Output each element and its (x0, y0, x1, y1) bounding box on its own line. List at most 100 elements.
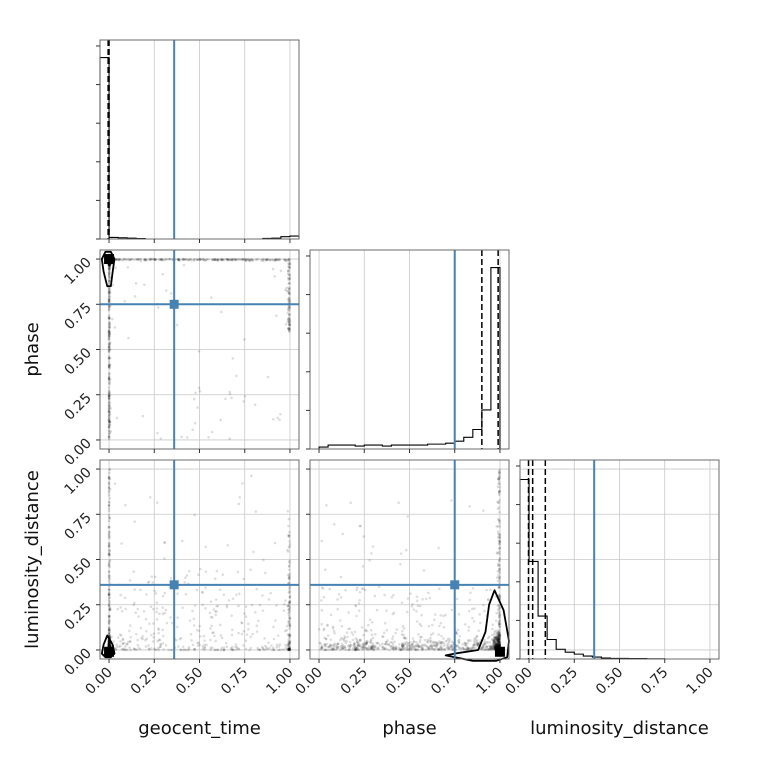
scatter-point (490, 633, 494, 637)
scatter-point (320, 539, 324, 543)
scatter-point (495, 637, 499, 641)
scatter-point (417, 633, 420, 636)
scatter-point (498, 606, 501, 610)
scatter-point (431, 632, 435, 635)
scatter-point (498, 636, 501, 640)
scatter-point (128, 258, 131, 262)
scatter-point (286, 320, 290, 323)
scatter-point (167, 257, 171, 261)
scatter-point (180, 539, 184, 543)
scatter-point (157, 631, 160, 635)
scatter-point (287, 642, 290, 646)
scatter-point (384, 640, 388, 644)
scatter-point (498, 567, 502, 570)
scatter-point (108, 363, 111, 367)
scatter-point (371, 645, 375, 649)
scatter-point (498, 640, 502, 644)
scatter-point (284, 599, 287, 602)
scatter-point (360, 648, 364, 651)
scatter-point (162, 648, 165, 651)
scatter-point (400, 648, 403, 652)
scatter-point (127, 336, 130, 340)
scatter-point (177, 258, 181, 262)
scatter-point (483, 643, 486, 646)
scatter-point (286, 298, 290, 301)
scatter-point (108, 467, 112, 471)
scatter-point (498, 539, 502, 543)
scatter-point (243, 258, 247, 261)
scatter-point (489, 648, 492, 652)
x-tick-label: 0.50 (383, 665, 416, 698)
scatter-point (471, 645, 475, 649)
scatter-point (288, 327, 291, 331)
scatter-point (249, 646, 253, 650)
scatter-point (494, 643, 497, 647)
scatter-point (319, 642, 322, 645)
scatter-point (244, 605, 248, 608)
scatter-point (181, 606, 184, 610)
scatter-point (467, 647, 471, 650)
scatter-point (107, 483, 111, 486)
scatter-point (411, 644, 414, 647)
scatter-point (335, 647, 339, 650)
scatter-point (107, 263, 111, 267)
scatter-point (400, 644, 404, 648)
scatter-point (108, 268, 111, 272)
scatter-point (286, 289, 290, 293)
scatter-point (373, 646, 377, 649)
scatter-point (341, 647, 344, 651)
scatter-point (107, 347, 111, 351)
scatter-point (287, 327, 290, 330)
scatter-point (494, 644, 497, 648)
scatter-point (363, 588, 367, 592)
scatter-point (288, 266, 291, 270)
scatter-point (461, 646, 465, 650)
scatter-point (369, 645, 373, 649)
scatter-point (107, 376, 111, 379)
scatter-point (129, 624, 132, 627)
scatter-point (212, 608, 216, 611)
scatter-point (494, 642, 498, 646)
scatter-point (368, 647, 371, 651)
y-tick-label: 0.25 (61, 600, 94, 633)
scatter-point (251, 258, 255, 262)
scatter-point (107, 418, 111, 422)
scatter-point (108, 266, 111, 269)
scatter-point (340, 645, 344, 648)
scatter-point (497, 640, 500, 644)
scatter-point (107, 394, 111, 398)
scatter-point (403, 646, 407, 650)
scatter-point (481, 643, 485, 647)
scatter-point (156, 431, 159, 435)
scatter-point (332, 647, 336, 651)
scatter-point (107, 393, 111, 397)
scatter-point (232, 257, 235, 261)
scatter-point (488, 644, 491, 648)
scatter-point (228, 392, 232, 396)
scatter-point (400, 647, 403, 651)
scatter-point (339, 644, 343, 648)
scatter-point (326, 645, 330, 649)
scatter-point (149, 647, 153, 650)
scatter-point (496, 644, 499, 648)
scatter-point (496, 517, 500, 521)
scatter-point (107, 434, 111, 438)
scatter-point (107, 410, 111, 413)
scatter-point (399, 552, 403, 555)
scatter-point (455, 644, 459, 648)
scatter-point (488, 641, 492, 644)
scatter-point (467, 609, 471, 613)
scatter-point (255, 257, 258, 261)
scatter-point (496, 639, 499, 643)
scatter-point (498, 546, 502, 549)
scatter-point (419, 635, 422, 639)
scatter-point (287, 322, 291, 325)
scatter-point (498, 490, 501, 494)
scatter-point (288, 591, 291, 594)
scatter-point (107, 299, 111, 303)
scatter-point (498, 615, 501, 618)
scatter-point (160, 258, 163, 262)
scatter-point (288, 274, 292, 277)
scatter-point (372, 648, 376, 652)
scatter-point (355, 645, 359, 649)
